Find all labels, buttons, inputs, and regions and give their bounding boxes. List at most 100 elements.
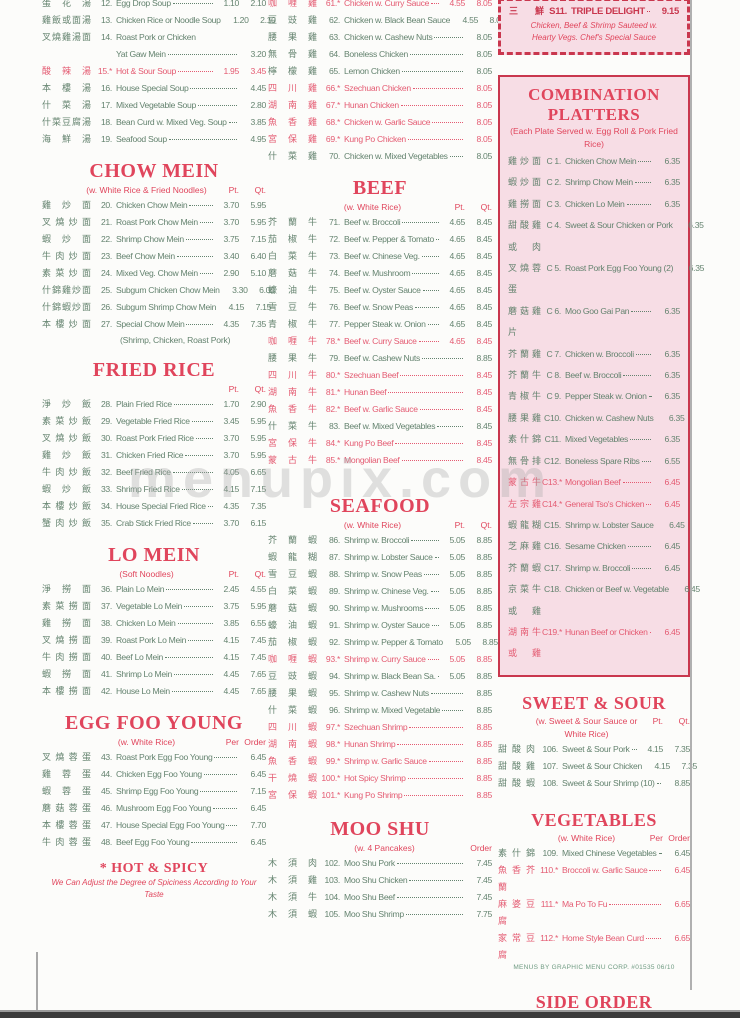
item-price: 2.10 — [250, 0, 266, 8]
item-name: Beef Fried Rice — [116, 467, 171, 477]
item-chinese-name: 叉燒蓉蛋 — [42, 752, 92, 762]
dotted-leader — [630, 439, 651, 441]
item-name: Szechuan Chicken — [344, 83, 411, 93]
menu-item-row: 蘑菇牛 74. Beef w. Mushroom 4.65 8.45 — [268, 265, 492, 282]
item-name: Beef w. Mushroom — [344, 268, 411, 278]
item-name: Shrimp w. Garlic Sauce — [344, 756, 427, 766]
item-body: Szechuan Shrimp 8.85 — [344, 719, 492, 736]
dotted-leader — [658, 852, 661, 854]
item-body: Szechuan Beef 8.45 — [344, 367, 492, 384]
menu-item-row: 無骨排 C12. Boneless Spare Ribs 6.55 — [508, 451, 680, 472]
item-price: 5.10 — [250, 268, 266, 278]
item-chinese-name: 蠔油蝦 — [268, 620, 318, 630]
item-price: 8.85 — [476, 722, 492, 732]
item-name: Szechuan Beef — [344, 370, 399, 380]
item-name: Roast Pork Egg Foo Young (2) — [565, 263, 674, 274]
item-body: Beef Fried Rice 4.05 6.65 — [116, 464, 266, 481]
item-body: Shrimp w. Cashew Nuts 8.85 — [344, 685, 492, 702]
dotted-leader — [177, 623, 213, 624]
dotted-leader — [167, 54, 237, 55]
dotted-leader — [437, 426, 463, 427]
item-name: House Special Egg Foo Young — [116, 820, 225, 830]
item-chinese-name: 素什錦 — [498, 847, 536, 858]
item-name: Mixed Chinese Vegetables — [562, 847, 657, 858]
item-body: Beef Lo Mein 4.15 7.45 — [116, 649, 266, 666]
item-body: Shrimp w. Oyster Sauce 5.05 8.85 — [344, 617, 492, 634]
item-name: House Special Fried Rice — [116, 501, 206, 511]
menu-item-row: 魚香蝦 99.* Shrimp w. Garlic Sauce 8.85 — [268, 753, 492, 770]
dotted-leader — [410, 54, 463, 55]
dotted-leader — [409, 727, 463, 728]
menu-item-row: 牛肉撈面 40. Beef Lo Mein 4.15 7.45 — [42, 649, 266, 666]
item-body: Beef w. Cashew Nuts 8.85 — [344, 350, 492, 367]
item-number: 110.* — [540, 864, 558, 875]
item-chinese-name: 什菜蝦 — [268, 705, 318, 715]
item-chinese-name: 雞炒飯 — [42, 450, 92, 460]
item-name: TRIPLE DELIGHT — [571, 6, 645, 17]
item-chinese-name: 左宗雞 — [508, 498, 542, 509]
item-name: Boneless Chicken — [344, 49, 408, 59]
item-chinese-name: 海鮮湯 — [42, 134, 92, 144]
item-price: 8.05 — [476, 134, 492, 144]
item-price: 6.35 — [688, 220, 704, 231]
menu-item-row: 咖喱蝦 93.* Shrimp w. Curry Sauce 5.05 8.85 — [268, 651, 492, 668]
menu-item-row: 宮保牛 84.* Kung Po Beef 8.45 — [268, 435, 492, 452]
menu-item-row: 叉燒炒面 21. Roast Pork Chow Mein 3.70 5.95 — [42, 214, 266, 231]
item-body: Kung Po Chicken 8.05 — [344, 131, 492, 148]
item-name: House Lo Mein — [116, 686, 170, 696]
item-number: C14.* — [542, 498, 562, 509]
item-name: Yat Gaw Mein — [116, 49, 166, 59]
section-header-row: (w. 4 Pancakes) Order — [268, 842, 492, 855]
item-chinese-name: 白菜牛 — [268, 251, 318, 261]
item-body: Shrimp w. Mixed Vegetable 8.85 — [344, 702, 492, 719]
item-chinese-name: 四川蝦 — [268, 722, 318, 732]
item-number: 37. — [100, 601, 112, 611]
dotted-leader — [649, 631, 651, 633]
section-subtitle: (w. White Rice) — [117, 737, 176, 747]
item-body: Chicken or Beef w. Vegetable 6.45 — [565, 579, 700, 600]
item-name: Shrimp w. Mushrooms — [344, 603, 424, 613]
item-number: 90. — [328, 603, 340, 613]
price-column-header: Per — [649, 832, 663, 843]
item-name: Chicken Rice or Noodle Soup — [116, 15, 221, 25]
item-body: Yat Gaw Mein 3.20 — [116, 46, 266, 63]
item-price: 8.85 — [476, 586, 492, 596]
item-number: C 8. — [546, 370, 561, 381]
dotted-leader — [411, 540, 439, 541]
item-name: Vegetable Lo Mein — [116, 601, 183, 611]
dotted-leader — [190, 88, 237, 89]
item-name: Hot Spicy Shrimp — [344, 773, 406, 783]
item-price: 2.80 — [250, 100, 266, 110]
menu-item-row: 木須蝦 105. Moo Shu Shrimp 7.75 — [268, 906, 492, 923]
menu-section: MOO SHU (w. 4 Pancakes) Order 木須肉 102. Moo Sh… — [268, 818, 492, 923]
section-header-row: (w. White Rice) Per Order — [42, 736, 266, 749]
item-body: Shrimp Egg Foo Young 7.15 — [116, 783, 266, 800]
section-subtitle: (w. White Rice) — [343, 520, 402, 530]
item-name: Beef Egg Foo Young — [116, 837, 190, 847]
menu-item-row: 三鮮 S11. TRIPLE DELIGHT 9.15 — [509, 3, 679, 20]
menu-item-row: 什菜蝦 96. Shrimp w. Mixed Vegetable 8.85 — [268, 702, 492, 719]
menu-item-row: 蝦撈面 41. Shrimp Lo Mein 4.45 7.65 — [42, 666, 266, 683]
item-body: Beef Chow Mein 3.40 6.40 — [116, 248, 266, 265]
dotted-leader — [428, 761, 463, 762]
item-chinese-name: 無骨排 — [508, 455, 542, 466]
item-body: Broccoli w. Garlic Sauce 6.45 — [562, 862, 690, 879]
item-price: 8.85 — [476, 353, 492, 363]
section-header-row: (w. White Rice) Per Order — [498, 832, 690, 845]
menu-section: EGG FOO YOUNG (w. White Rice) Per Order 叉燒蓉蛋… — [42, 712, 266, 851]
item-body: Mixed Veg. Chow Mein 2.90 5.10 — [116, 265, 266, 282]
item-name: Chicken Fried Rice — [116, 450, 184, 460]
item-name: Boneless Spare Ribs — [565, 455, 640, 466]
menu-item-row: 木須雞 103. Moo Shu Chicken 7.45 — [268, 872, 492, 889]
item-chinese-name: 本樓蓉蛋 — [42, 820, 92, 830]
item-number: 34. — [100, 501, 112, 511]
item-price: 4.15 — [223, 652, 239, 662]
menu-item-row: 蝦炒面 C 2. Shrimp Chow Mein 6.35 — [508, 172, 680, 193]
item-price: 6.35 — [664, 348, 680, 359]
menu-item-row: 咖喱牛 78.* Beef w. Curry Sauce 4.65 8.45 — [268, 333, 492, 350]
item-number: 26. — [100, 302, 112, 312]
section-title: MOO SHU — [330, 818, 430, 840]
item-number: 14. — [100, 32, 112, 42]
item-number: 102. — [324, 858, 340, 868]
item-body: Beef w. Snow Peas 4.65 8.45 — [344, 299, 492, 316]
